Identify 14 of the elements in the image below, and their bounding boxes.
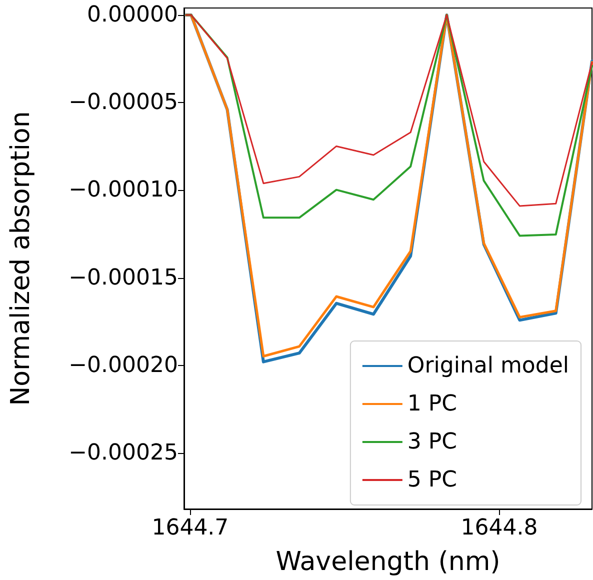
y-tick-label: 0.00000 [87, 2, 178, 28]
x-axis-title: Wavelength (nm) [276, 547, 500, 577]
y-tick-label: −0.00010 [68, 178, 178, 203]
y-tick-label: −0.00005 [68, 90, 178, 116]
x-tick-label: 1644.8 [460, 516, 538, 540]
legend-label: 1 PC [407, 392, 458, 416]
legend-label: 3 PC [407, 430, 458, 454]
y-axis-title: Normalized absorption [6, 111, 36, 406]
legend-label: Original model [407, 354, 570, 378]
legend-label: 5 PC [407, 468, 458, 492]
y-tick-label: −0.00015 [68, 265, 178, 290]
y-tick-label: −0.00020 [68, 352, 178, 378]
y-tick-label: −0.00025 [68, 440, 178, 466]
x-tick-label: 1644.7 [152, 516, 229, 540]
